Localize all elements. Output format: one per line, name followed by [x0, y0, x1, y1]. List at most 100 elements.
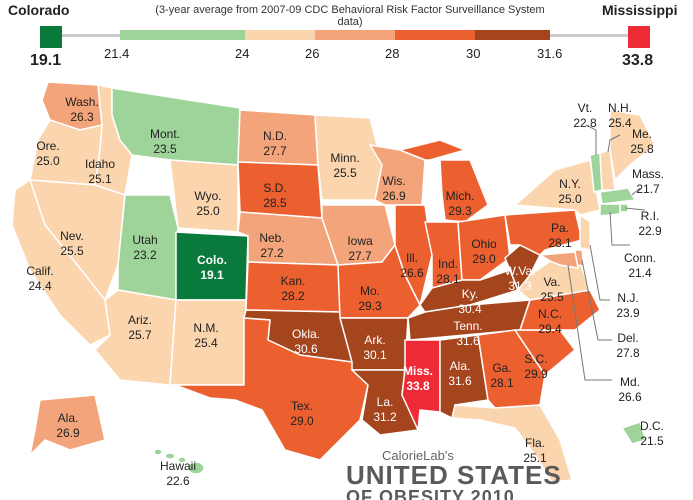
- legend-tick-1: 21.4: [104, 46, 130, 61]
- legend-swatch-2: [245, 30, 315, 40]
- legend-tick-5: 30: [466, 46, 481, 61]
- state-label-abbr: Minn.: [330, 151, 359, 165]
- state-label-value: 30.6: [294, 342, 318, 356]
- state-label-value: 25.5: [540, 290, 564, 304]
- state-label-value: 21.4: [628, 266, 652, 280]
- state-label-abbr: Ohio: [471, 237, 497, 251]
- state-maryland: [539, 251, 579, 269]
- state-label-value: 25.1: [523, 451, 547, 465]
- state-label-abbr: Mo.: [360, 284, 380, 298]
- state-label-abbr: Ky.: [462, 287, 478, 301]
- state-new-york: [514, 159, 601, 216]
- state-label-abbr: Kan.: [281, 274, 306, 288]
- state-label-value: 26.6: [618, 390, 642, 404]
- state-label-abbr: Ark.: [364, 333, 385, 347]
- state-label-value: 29.4: [538, 322, 562, 336]
- state-label-value: 29.0: [472, 252, 496, 266]
- state-label-abbr: Mont.: [150, 127, 180, 141]
- state-label-abbr: Conn.: [624, 251, 656, 265]
- state-label-value: 21.7: [636, 182, 660, 196]
- state-massachusetts: [599, 187, 636, 205]
- state-label-value: 22.9: [638, 224, 662, 238]
- legend-swatch-4: [395, 30, 475, 40]
- state-alaska: [29, 394, 106, 456]
- state-label-abbr: Va.: [543, 275, 560, 289]
- legend-max-value: 33.8: [622, 52, 654, 69]
- state-label-value: 28.1: [436, 272, 460, 286]
- state-label-value: 19.1: [200, 268, 224, 282]
- state-label-abbr: Wis.: [382, 174, 405, 188]
- state-label-value: 28.1: [548, 236, 572, 250]
- state-label-abbr: Tex.: [291, 399, 313, 413]
- legend-swatch-1: [120, 30, 245, 40]
- state-label-value: 27.7: [263, 144, 287, 158]
- state-label-value: 30.4: [458, 302, 482, 316]
- state-label-abbr: W.Va.: [504, 264, 535, 278]
- state-label-value: 25.7: [128, 328, 152, 342]
- state-label-value: 27.7: [348, 249, 372, 263]
- state-label-abbr: Tenn.: [453, 319, 482, 333]
- state-label-abbr: Colo.: [197, 253, 227, 267]
- state-label-abbr: Mass.: [632, 167, 664, 181]
- state-label-value: 29.9: [524, 367, 548, 381]
- state-label-value: 31.2: [373, 410, 397, 424]
- state-label-value: 24.4: [28, 279, 52, 293]
- state-label-value: 21.5: [640, 434, 664, 448]
- state-ohio: [457, 214, 511, 281]
- state-label-abbr: S.D.: [263, 181, 286, 195]
- state-label-abbr: Me.: [632, 127, 652, 141]
- state-label-abbr: Md.: [620, 375, 640, 389]
- state-label-value: 25.0: [36, 154, 60, 168]
- state-label-value: 25.5: [333, 166, 357, 180]
- state-label-value: 22.8: [573, 116, 597, 130]
- state-pennsylvania: [504, 209, 583, 256]
- state-label-value: 30.1: [363, 348, 387, 362]
- state-label-abbr: Okla.: [292, 327, 320, 341]
- state-label-value: 29.3: [448, 204, 472, 218]
- state-florida: [451, 404, 573, 483]
- state-label-abbr: Wyo.: [194, 189, 221, 203]
- state-label-abbr: N.M.: [193, 321, 218, 335]
- state-label-abbr: Fla.: [525, 436, 545, 450]
- state-label-value: 29.0: [290, 414, 314, 428]
- state-label-value: 23.9: [616, 306, 640, 320]
- legend-tick-6: 31.6: [537, 46, 563, 61]
- state-label-abbr: Calif.: [26, 264, 53, 278]
- state-california: [11, 179, 111, 346]
- state-label-value: 31.3: [508, 279, 532, 293]
- state-label-abbr: Wash.: [65, 95, 99, 109]
- legend-swatch-3: [315, 30, 395, 40]
- subtitle: (3-year average from 2007-09 CDC Behavio…: [155, 4, 545, 28]
- legend-tick-2: 24: [235, 46, 250, 61]
- state-label-abbr: Miss.: [403, 364, 433, 378]
- state-label-abbr: N.C.: [538, 307, 562, 321]
- state-label-abbr: Ala.: [58, 411, 79, 425]
- state-label-value: 25.4: [608, 116, 632, 130]
- state-label-abbr: Hawaii: [160, 459, 196, 473]
- state-label-abbr: N.D.: [263, 129, 287, 143]
- state-label-value: 28.2: [281, 289, 305, 303]
- state-new-jersey: [579, 214, 591, 251]
- state-label-value: 27.2: [260, 246, 284, 260]
- legend-gap: [62, 34, 120, 37]
- state-label-abbr: Vt.: [578, 101, 593, 115]
- state-label-abbr: Del.: [617, 331, 638, 345]
- state-label-abbr: S.C.: [524, 352, 547, 366]
- state-maine: [609, 109, 656, 181]
- state-label-abbr: D.C.: [640, 419, 664, 433]
- state-label-value: 26.6: [400, 266, 424, 280]
- state-label-abbr: Ariz.: [128, 313, 152, 327]
- legend-max-state: Mississippi: [602, 2, 678, 18]
- state-label-value: 25.0: [196, 204, 220, 218]
- state-label-value: 25.4: [194, 336, 218, 350]
- state-label-value: 31.6: [456, 334, 480, 348]
- state-label-abbr: N.J.: [617, 291, 638, 305]
- title-sub: OF OBESITY 2010: [346, 488, 515, 500]
- state-michigan-up: [399, 139, 466, 161]
- state-label-value: 33.8: [406, 379, 430, 393]
- legend-gap-2: [550, 34, 628, 37]
- state-label-value: 27.8: [616, 346, 640, 360]
- state-label-value: 28.1: [490, 376, 514, 390]
